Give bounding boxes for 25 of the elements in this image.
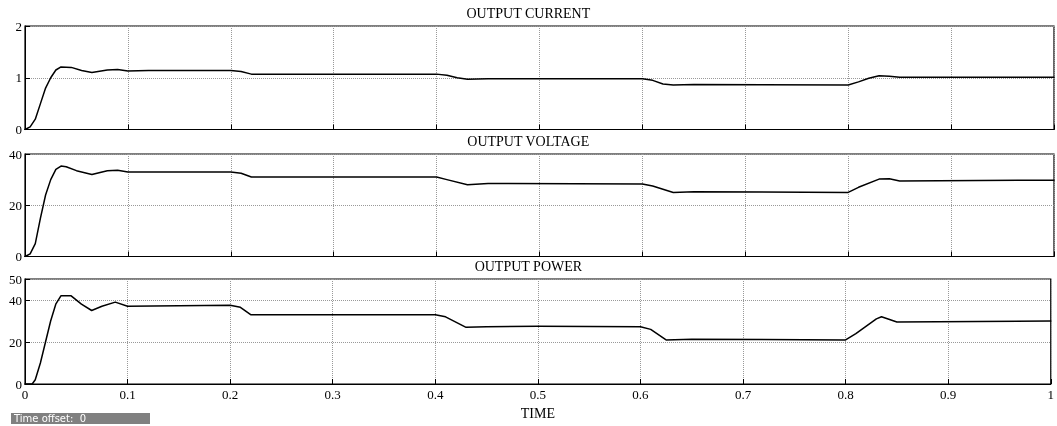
y-tick-label: 20 bbox=[9, 334, 22, 350]
x-tick-label: 0.5 bbox=[529, 387, 546, 402]
y-tick-label: 0 bbox=[15, 122, 22, 137]
x-tick-label: 0.9 bbox=[940, 387, 957, 402]
x-tick-label: 0.6 bbox=[632, 387, 650, 402]
y-tick-label: 40 bbox=[9, 292, 22, 308]
x-tick-label: 0.2 bbox=[222, 387, 239, 402]
x-tick-label: 0.8 bbox=[837, 387, 854, 402]
chart-title: OUTPUT POWER bbox=[474, 258, 583, 274]
x-tick-label: 0.7 bbox=[734, 387, 752, 402]
x-tick-label: 0.3 bbox=[324, 387, 341, 402]
x-tick-label: 1 bbox=[1047, 387, 1054, 402]
x-tick-label: 0.1 bbox=[119, 387, 136, 402]
y-tick-label: 0 bbox=[15, 376, 22, 392]
y-tick-label: 2 bbox=[15, 18, 22, 34]
chart-title: OUTPUT CURRENT bbox=[466, 5, 591, 21]
y-tick-label: 0 bbox=[15, 249, 22, 264]
text: Time offset: 0 bbox=[13, 413, 87, 424]
x-tick-label: 0.4 bbox=[427, 387, 444, 402]
x-axis-title: TIME bbox=[520, 405, 555, 421]
y-tick-label: 50 bbox=[9, 271, 22, 287]
y-tick-label: 40 bbox=[9, 146, 22, 162]
chart-title: OUTPUT VOLTAGE bbox=[467, 133, 590, 149]
y-tick-label: 20 bbox=[9, 197, 22, 213]
y-tick-label: 1 bbox=[15, 70, 22, 86]
